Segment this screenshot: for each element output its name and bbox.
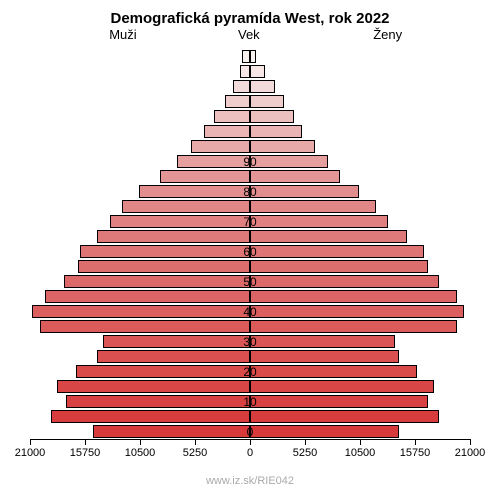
bar-men xyxy=(242,50,250,63)
bar-men xyxy=(97,230,250,243)
bar-women xyxy=(250,110,294,123)
bar-women xyxy=(250,125,302,138)
bar-women xyxy=(250,200,376,213)
label-age: Vek xyxy=(238,27,260,42)
pyramid-plot: 0102030405060708090 xyxy=(30,49,470,439)
bar-women xyxy=(250,365,417,378)
bar-women xyxy=(250,320,457,333)
bar-men xyxy=(240,65,250,78)
bar-men xyxy=(45,290,250,303)
bar-women xyxy=(250,260,428,273)
bar-men xyxy=(160,170,250,183)
x-axis: 210001575010500525005250105001575021000 xyxy=(30,439,470,467)
bar-men xyxy=(57,380,250,393)
bar-women xyxy=(250,290,457,303)
bar-women xyxy=(250,50,256,63)
bar-men xyxy=(40,320,250,333)
label-men: Muži xyxy=(109,27,136,42)
bar-men xyxy=(177,155,250,168)
bar-women xyxy=(250,395,428,408)
source-footer: www.iz.sk/RIE042 xyxy=(0,467,500,487)
bar-men xyxy=(191,140,250,153)
bar-women xyxy=(250,170,340,183)
women-half xyxy=(250,49,470,439)
bar-women xyxy=(250,410,439,423)
men-half xyxy=(30,49,250,439)
bar-men xyxy=(225,95,250,108)
bar-women xyxy=(250,425,399,438)
bar-men xyxy=(80,245,250,258)
bar-women xyxy=(250,185,359,198)
bar-women xyxy=(250,380,434,393)
bar-women xyxy=(250,275,439,288)
bar-men xyxy=(64,275,250,288)
bar-women xyxy=(250,245,424,258)
bar-men xyxy=(66,395,250,408)
bar-women xyxy=(250,215,388,228)
bar-women xyxy=(250,155,328,168)
bar-men xyxy=(76,365,250,378)
bar-men xyxy=(214,110,250,123)
bar-women xyxy=(250,80,275,93)
bar-women xyxy=(250,335,395,348)
label-women: Ženy xyxy=(373,27,402,42)
bar-men xyxy=(51,410,250,423)
bar-women xyxy=(250,95,284,108)
chart-title: Demografická pyramída West, rok 2022 xyxy=(0,0,500,27)
bar-men xyxy=(103,335,250,348)
bar-men xyxy=(93,425,250,438)
header-labels: Muži Vek Ženy xyxy=(0,27,500,49)
bar-men xyxy=(204,125,250,138)
bar-women xyxy=(250,230,407,243)
bar-men xyxy=(32,305,250,318)
bar-men xyxy=(139,185,250,198)
bar-men xyxy=(233,80,250,93)
bar-women xyxy=(250,305,464,318)
bar-men xyxy=(122,200,250,213)
bar-women xyxy=(250,140,315,153)
bar-women xyxy=(250,65,265,78)
bar-men xyxy=(78,260,250,273)
bar-men xyxy=(97,350,250,363)
bar-women xyxy=(250,350,399,363)
bar-men xyxy=(110,215,250,228)
